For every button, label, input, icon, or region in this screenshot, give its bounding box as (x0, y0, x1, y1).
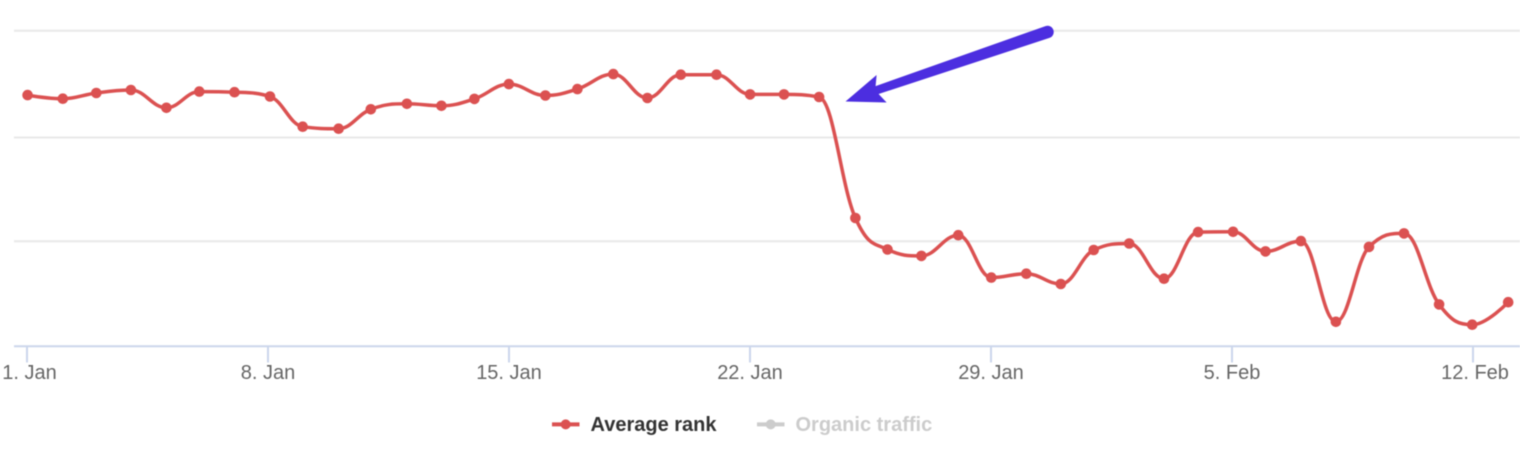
svg-text:12. Feb: 12. Feb (1441, 362, 1509, 384)
svg-text:Organic traffic: Organic traffic (796, 414, 933, 436)
svg-text:1. Jan: 1. Jan (2, 362, 56, 384)
svg-text:15. Jan: 15. Jan (476, 362, 542, 384)
svg-text:22. Jan: 22. Jan (717, 362, 783, 384)
svg-text:8. Jan: 8. Jan (241, 362, 295, 384)
svg-text:29. Jan: 29. Jan (958, 362, 1024, 384)
svg-text:Average rank: Average rank (591, 414, 718, 436)
svg-text:5. Feb: 5. Feb (1204, 362, 1261, 384)
